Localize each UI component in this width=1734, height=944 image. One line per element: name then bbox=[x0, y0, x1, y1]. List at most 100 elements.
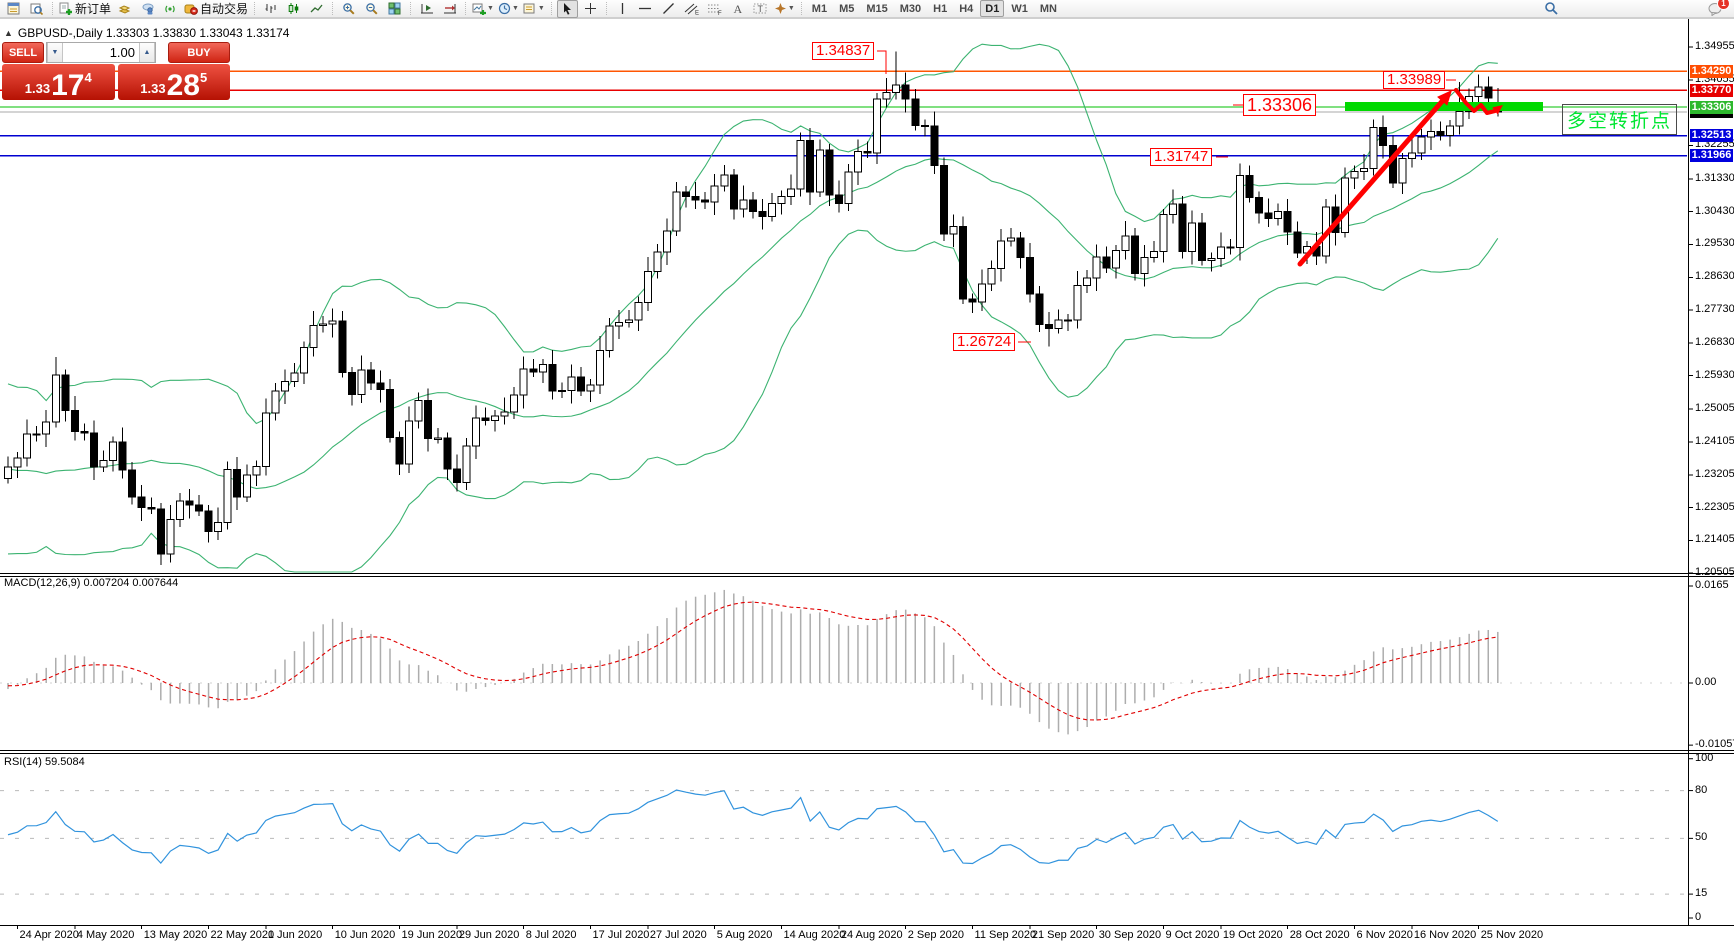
price-callout[interactable]: 1.33306 bbox=[1243, 94, 1317, 116]
signals-icon[interactable] bbox=[160, 0, 181, 18]
date-tick: 24 Apr 2020 bbox=[19, 929, 79, 941]
sell-price-sup: 4 bbox=[84, 70, 92, 85]
price-tick: 1.24105 bbox=[1695, 434, 1734, 447]
date-tick: 29 Jun 2020 bbox=[458, 929, 520, 941]
line-chart-icon[interactable] bbox=[306, 0, 327, 18]
rsi-axis-tick: 100 bbox=[1695, 751, 1714, 764]
trendline-tool[interactable] bbox=[658, 0, 679, 18]
sell-price-big: 17 bbox=[51, 69, 85, 102]
equidistant-channel-tool[interactable]: E bbox=[681, 0, 702, 18]
chevron-down-icon: ▼ bbox=[787, 5, 795, 12]
buy-price-big: 28 bbox=[166, 69, 200, 102]
price-tick: 1.25930 bbox=[1695, 368, 1734, 381]
chevron-down-icon: ▼ bbox=[487, 5, 494, 12]
text-tool[interactable]: A bbox=[727, 0, 748, 18]
sell-price[interactable]: 1.33 17 4 bbox=[2, 64, 115, 102]
fibonacci-tool[interactable]: F bbox=[704, 0, 725, 18]
volume-up-button[interactable]: ▲ bbox=[139, 43, 155, 62]
tab-timeframe-d1[interactable]: D1 bbox=[980, 0, 1005, 17]
bar-chart-icon[interactable] bbox=[260, 0, 281, 18]
new-order-button[interactable]: 新订单 bbox=[58, 0, 112, 18]
price-callout[interactable]: 1.33989 bbox=[1383, 71, 1446, 89]
price-callout[interactable]: 1.26724 bbox=[953, 333, 1016, 351]
tab-timeframe-m30[interactable]: M30 bbox=[899, 2, 922, 15]
tab-timeframe-mn[interactable]: MN bbox=[1039, 2, 1057, 15]
zoom-out-icon[interactable] bbox=[361, 0, 382, 18]
price-callout[interactable]: 1.34837 bbox=[812, 42, 875, 60]
date-tick: 19 Jun 2020 bbox=[401, 929, 463, 941]
sell-price-main: 1.33 bbox=[24, 81, 51, 96]
volume-input[interactable] bbox=[63, 43, 139, 62]
mql5-community-icon[interactable] bbox=[137, 0, 158, 18]
tab-timeframe-w1[interactable]: W1 bbox=[1011, 2, 1028, 15]
macd-label: MACD(12,26,9) 0.007204 0.007644 bbox=[4, 577, 179, 589]
level-price-badge: 1.31966 bbox=[1690, 149, 1733, 163]
vertical-line-tool[interactable] bbox=[612, 0, 633, 18]
sell-button[interactable]: SELL bbox=[2, 42, 44, 63]
svg-text:F: F bbox=[718, 11, 722, 15]
arrows-tool[interactable]: ▼ bbox=[773, 0, 796, 18]
market-watch-icon[interactable] bbox=[3, 0, 24, 18]
date-tick: 17 Jul 2020 bbox=[592, 929, 650, 941]
tab-timeframe-m1[interactable]: M1 bbox=[811, 2, 828, 15]
price-tick: 1.25005 bbox=[1695, 402, 1734, 415]
tile-windows-icon[interactable] bbox=[384, 0, 405, 18]
chevron-down-icon: ▼ bbox=[537, 5, 545, 12]
macd-axis-tick: 0.00 bbox=[1695, 676, 1717, 688]
date-tick: 16 Nov 2020 bbox=[1413, 929, 1477, 941]
data-window-icon[interactable] bbox=[26, 0, 47, 18]
horizontal-line-tool[interactable] bbox=[635, 0, 656, 18]
date-tick: 22 May 2020 bbox=[210, 929, 275, 941]
crosshair-tool[interactable] bbox=[580, 0, 601, 18]
price-tick: 1.29530 bbox=[1695, 237, 1734, 250]
date-tick: 2 Sep 2020 bbox=[907, 929, 964, 941]
symbol-title-row: ▲ GBPUSD-,Daily 1.33303 1.33830 1.33043 … bbox=[4, 26, 289, 40]
tab-timeframe-m15[interactable]: M15 bbox=[866, 2, 888, 15]
collapse-icon[interactable]: ▲ bbox=[4, 28, 13, 38]
date-tick: 27 Jul 2020 bbox=[649, 929, 707, 941]
price-tick: 1.34955 bbox=[1695, 40, 1734, 52]
price-tick: 1.27730 bbox=[1695, 303, 1734, 316]
pivot-note[interactable]: 多空转折点 bbox=[1562, 104, 1678, 135]
date-tick: 24 Aug 2020 bbox=[840, 929, 903, 941]
profiles-button[interactable]: ▼ bbox=[497, 0, 520, 18]
buy-price-main: 1.33 bbox=[140, 81, 166, 96]
notification-badge: 1 bbox=[1717, 0, 1730, 10]
buy-button[interactable]: BUY bbox=[168, 42, 230, 63]
tab-timeframe-h4[interactable]: H4 bbox=[959, 2, 974, 15]
price-tick: 1.20505 bbox=[1695, 566, 1734, 579]
tab-timeframe-h1[interactable]: H1 bbox=[933, 2, 948, 15]
macd-axis-tick: -0.010571 bbox=[1695, 738, 1734, 751]
chart-shift-icon[interactable] bbox=[416, 0, 437, 18]
one-click-trading-panel: SELL ▼ ▲ BUY 1.33 17 4 1.33 28 5 bbox=[2, 42, 230, 102]
date-tick: 28 Oct 2020 bbox=[1289, 929, 1350, 941]
price-callout[interactable]: 1.31747 bbox=[1150, 148, 1213, 166]
cursor-tool[interactable] bbox=[556, 0, 578, 18]
zoom-in-icon[interactable] bbox=[338, 0, 359, 18]
search-icon[interactable] bbox=[1541, 0, 1562, 18]
text-label-tool[interactable]: T bbox=[750, 0, 771, 18]
date-tick: 5 Aug 2020 bbox=[716, 929, 773, 941]
new-chart-button[interactable]: ▼ bbox=[471, 0, 495, 18]
svg-text:T: T bbox=[758, 4, 764, 14]
chat-icon[interactable]: 1 bbox=[1705, 0, 1730, 18]
toolbar: 新订单 自动交易 ▼ ▼ ▼ E F A T ▼ bbox=[0, 0, 1734, 18]
price-tick: 1.22305 bbox=[1695, 500, 1734, 513]
date-tick: 11 Sep 2020 bbox=[974, 929, 1037, 941]
templates-button[interactable]: ▼ bbox=[522, 0, 546, 18]
autotrading-button[interactable]: 自动交易 bbox=[183, 0, 249, 18]
new-order-label: 新订单 bbox=[75, 2, 112, 16]
rsi-axis-tick: 50 bbox=[1695, 831, 1708, 844]
history-center-icon[interactable] bbox=[114, 0, 135, 18]
buy-price[interactable]: 1.33 28 5 bbox=[117, 64, 230, 102]
rsi-label: RSI(14) 59.5084 bbox=[4, 756, 85, 768]
chevron-down-icon: ▼ bbox=[511, 5, 519, 12]
candlestick-chart-icon[interactable] bbox=[283, 0, 304, 18]
date-tick: 9 Oct 2020 bbox=[1165, 929, 1220, 941]
volume-down-button[interactable]: ▼ bbox=[47, 43, 63, 62]
level-price-badge: 1.33770 bbox=[1690, 83, 1733, 97]
tab-timeframe-m5[interactable]: M5 bbox=[839, 2, 855, 15]
auto-scroll-icon[interactable] bbox=[439, 0, 460, 18]
